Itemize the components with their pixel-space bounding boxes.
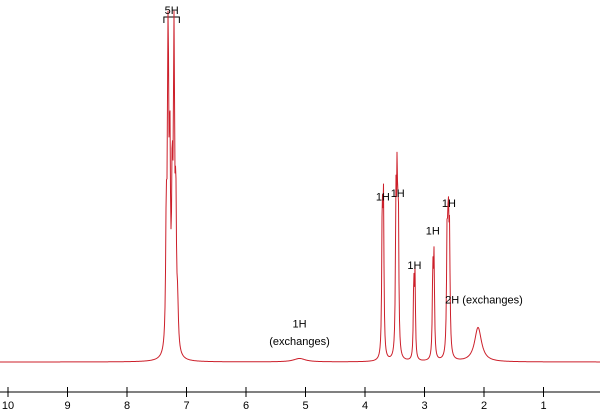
peak-label: 1H xyxy=(391,188,405,200)
peak-label: 1H xyxy=(376,191,390,203)
x-tick-label: 3 xyxy=(421,400,427,411)
x-tick-label: 4 xyxy=(362,400,368,411)
x-tick-label: 7 xyxy=(183,400,189,411)
x-axis-ticks: 10 9 8 7 6 5 4 3 2 1 xyxy=(2,387,547,411)
peak-label: 2H (exchanges) xyxy=(445,295,523,307)
x-tick-label: 2 xyxy=(481,400,487,411)
bracket-line xyxy=(163,16,180,23)
x-tick-label: 6 xyxy=(243,400,249,411)
x-tick-label: 5 xyxy=(302,400,308,411)
x-tick-label: 1 xyxy=(540,400,546,411)
peak-label: 1H xyxy=(426,226,440,238)
x-tick-label: 10 xyxy=(2,400,14,411)
spectrum-series-line xyxy=(0,10,600,363)
peak-label: 1H xyxy=(293,319,307,331)
peak-label: 5H xyxy=(165,5,179,17)
annotation-bracket xyxy=(163,16,180,23)
peak-label: 1H xyxy=(407,260,421,272)
peak-label: 1H xyxy=(442,198,456,210)
peak-label: (exchanges) xyxy=(269,336,330,348)
x-tick-label: 8 xyxy=(124,400,130,411)
x-tick-label: 9 xyxy=(64,400,70,411)
